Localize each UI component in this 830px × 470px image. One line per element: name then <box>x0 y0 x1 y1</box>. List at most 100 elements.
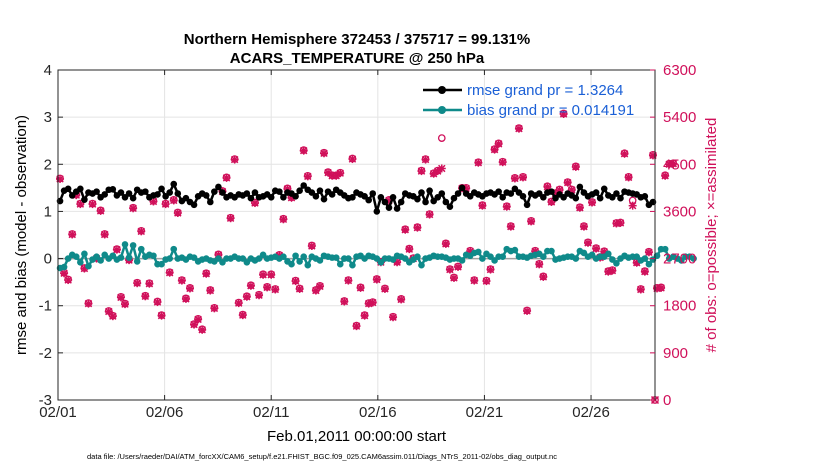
obs-assimilated-marker <box>181 294 190 303</box>
obs-assimilated-marker <box>185 284 194 293</box>
obs-assimilated-marker <box>523 306 532 315</box>
rmse-point <box>454 190 462 197</box>
obs-assimilated-marker <box>482 277 491 286</box>
bias-point <box>129 242 137 249</box>
rmse-point <box>174 190 182 197</box>
obs-assimilated-marker <box>588 198 597 207</box>
obs-assimilated-marker <box>153 298 162 307</box>
obs-assimilated-marker <box>263 283 272 292</box>
obs-assimilated-marker <box>198 325 207 334</box>
bias-point <box>641 255 649 262</box>
obs-assimilated-marker <box>486 265 495 274</box>
bias-point <box>349 261 356 269</box>
obs-assimilated-marker <box>474 158 483 167</box>
y-tick-label: -1 <box>39 298 52 315</box>
rmse-point <box>377 193 385 201</box>
bias-point <box>133 258 141 265</box>
obs-assimilated-marker <box>88 200 97 209</box>
obs-assimilated-marker <box>336 169 345 178</box>
obs-assimilated-marker <box>616 218 625 227</box>
obs-assimilated-marker <box>364 299 373 308</box>
x-tick-label: 02/01 <box>39 404 77 421</box>
x-tick-label: 02/26 <box>572 404 610 421</box>
rmse-point <box>369 190 377 197</box>
rmse-point <box>81 196 88 203</box>
rmse-point <box>596 194 604 202</box>
legend-rmse-marker <box>438 86 446 94</box>
bias-point <box>166 255 173 262</box>
obs-assimilated-marker <box>295 284 304 293</box>
bias-point <box>645 260 653 268</box>
y2-tick-label: 1800 <box>663 298 696 315</box>
bias-point <box>479 255 486 262</box>
obs-assimilated-marker <box>161 200 170 209</box>
obs-assimilated-marker <box>579 222 588 231</box>
rmse-point <box>507 190 515 197</box>
obs-assimilated-marker <box>640 267 649 276</box>
rmse-point <box>166 189 173 196</box>
rmse-point <box>397 198 405 206</box>
rmse-point <box>548 188 555 195</box>
rmse-point <box>393 205 401 212</box>
bias-point <box>85 262 92 270</box>
bias-point <box>288 260 295 268</box>
obs-assimilated-marker <box>405 245 414 254</box>
y2-tick-label: 3600 <box>663 203 696 220</box>
rmse-point <box>320 195 328 203</box>
y2-tick-label: 4500 <box>663 156 696 173</box>
obs-assimilated-marker <box>206 286 215 295</box>
obs-assimilated-marker <box>68 230 77 239</box>
obs-possible-marker <box>437 134 446 142</box>
obs-assimilated-marker <box>112 245 121 254</box>
obs-assimilated-marker <box>145 279 154 288</box>
obs-assimilated-marker <box>636 285 645 294</box>
obs-assimilated-marker <box>356 283 365 292</box>
obs-assimilated-marker <box>259 270 268 279</box>
legend: rmse grand pr = 1.3264 bias grand pr = 0… <box>423 82 634 119</box>
bias-point <box>690 255 697 262</box>
obs-assimilated-marker <box>417 167 426 176</box>
obs-assimilated-marker <box>559 110 568 118</box>
obs-assimilated-marker <box>519 173 528 182</box>
rmse-point <box>219 189 226 196</box>
bias-point <box>332 254 340 261</box>
obs-assimilated-marker <box>494 139 503 148</box>
rmse-point <box>540 193 547 201</box>
rmse-point <box>158 185 165 193</box>
rmse-point <box>365 196 372 204</box>
bias-point <box>572 255 580 262</box>
y-tick-label: -2 <box>39 345 52 362</box>
obs-assimilated-marker <box>368 298 377 307</box>
rmse-point <box>202 192 210 199</box>
bias-point <box>499 253 507 260</box>
obs-assimilated-marker <box>242 292 251 301</box>
rmse-point <box>328 191 336 198</box>
bias-point <box>604 250 612 258</box>
rmse-point <box>373 208 381 215</box>
bias-point <box>475 248 482 256</box>
y2-tick-label: 5400 <box>663 109 696 126</box>
legend-rmse-label: rmse grand pr = 1.3264 <box>467 82 623 99</box>
obs-assimilated-marker <box>657 283 666 292</box>
obs-assimilated-marker <box>413 223 422 232</box>
rmse-point <box>442 198 450 206</box>
rmse-point <box>422 198 429 206</box>
bias-point <box>458 257 466 264</box>
obs-assimilated-marker <box>267 270 276 279</box>
obs-assimilated-marker <box>271 285 280 294</box>
obs-assimilated-marker <box>490 145 499 154</box>
obs-assimilated-marker <box>141 292 150 301</box>
rmse-point <box>592 189 600 196</box>
rmse-point <box>438 190 446 197</box>
rmse-point <box>117 189 125 196</box>
obs-assimilated-marker <box>129 204 138 213</box>
series-lines <box>56 180 697 272</box>
obs-assimilated-marker <box>96 206 105 215</box>
rmse-point <box>243 190 251 197</box>
obs-assimilated-marker <box>510 174 519 183</box>
obs-assimilated-marker <box>628 201 637 210</box>
obs-assimilated-marker <box>401 225 410 234</box>
obs-assimilated-marker <box>133 279 142 288</box>
rmse-point <box>267 193 275 201</box>
